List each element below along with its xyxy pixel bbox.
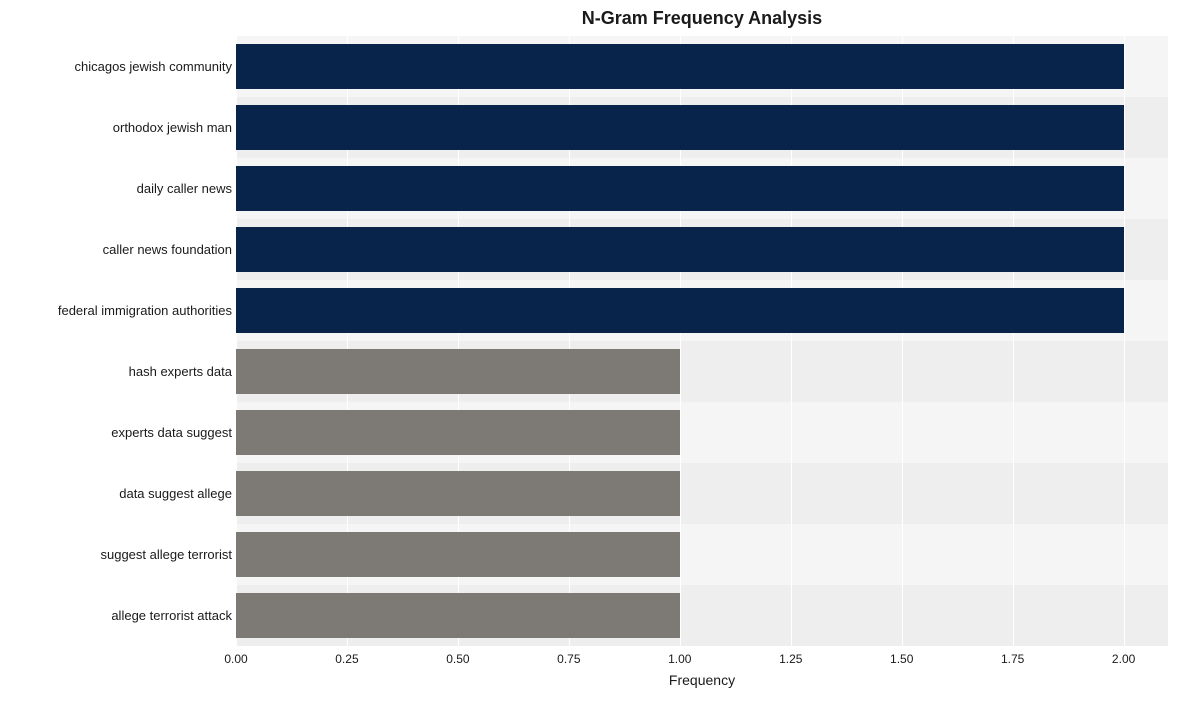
bar: [236, 410, 680, 455]
x-tick-label: 0.75: [557, 652, 580, 666]
y-tick-label: experts data suggest: [111, 425, 232, 440]
bar: [236, 532, 680, 577]
bar: [236, 288, 1124, 333]
bar: [236, 227, 1124, 272]
x-tick-label: 1.00: [668, 652, 691, 666]
y-tick-label: daily caller news: [137, 181, 232, 196]
bar: [236, 593, 680, 638]
y-tick-label: orthodox jewish man: [113, 120, 232, 135]
bar: [236, 166, 1124, 211]
y-tick-label: data suggest allege: [119, 486, 232, 501]
x-tick-label: 0.50: [446, 652, 469, 666]
bar: [236, 44, 1124, 89]
ngram-chart: N-Gram Frequency Analysis Frequency chic…: [0, 0, 1178, 701]
bar: [236, 349, 680, 394]
x-tick-label: 1.50: [890, 652, 913, 666]
chart-title: N-Gram Frequency Analysis: [236, 8, 1168, 29]
y-tick-label: chicagos jewish community: [74, 59, 232, 74]
x-tick-label: 1.25: [779, 652, 802, 666]
x-tick-label: 0.00: [224, 652, 247, 666]
y-tick-label: suggest allege terrorist: [100, 547, 232, 562]
x-tick-label: 0.25: [335, 652, 358, 666]
gridline: [1124, 36, 1125, 646]
bar: [236, 105, 1124, 150]
x-tick-label: 1.75: [1001, 652, 1024, 666]
plot-area: [236, 36, 1168, 646]
x-tick-label: 2.00: [1112, 652, 1135, 666]
y-tick-label: federal immigration authorities: [58, 303, 232, 318]
y-tick-label: caller news foundation: [103, 242, 232, 257]
x-axis-label: Frequency: [236, 672, 1168, 688]
y-tick-label: allege terrorist attack: [111, 608, 232, 623]
y-tick-label: hash experts data: [129, 364, 232, 379]
bar: [236, 471, 680, 516]
